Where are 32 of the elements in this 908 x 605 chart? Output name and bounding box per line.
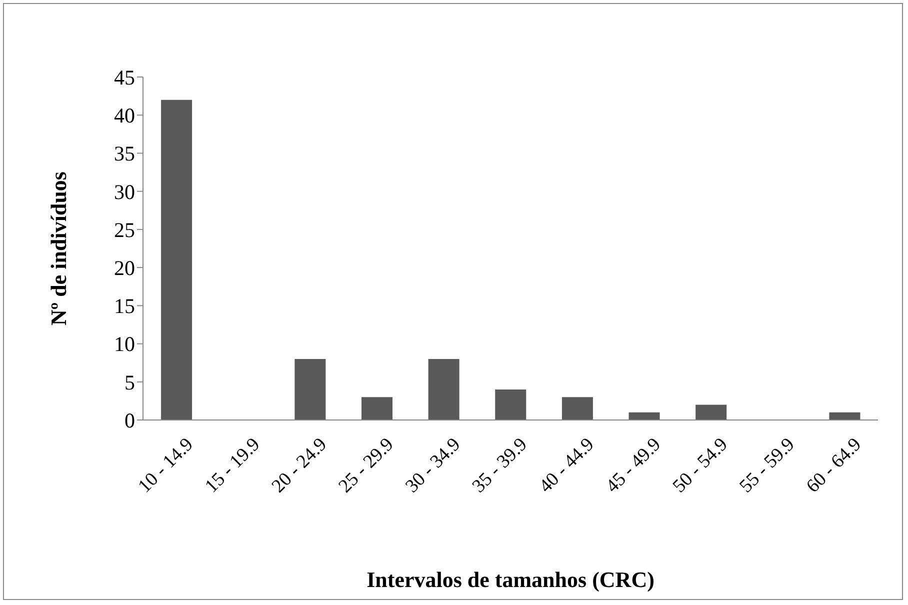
x-tick-label: 55 - 59.9 — [736, 434, 799, 498]
y-tick-label: 0 — [124, 408, 135, 432]
x-tick-label: 35 - 39.9 — [468, 434, 532, 498]
x-tick-label: 50 - 54.9 — [668, 434, 732, 498]
y-tick-label: 5 — [124, 370, 135, 394]
bar — [628, 412, 660, 420]
x-tick-label: 45 - 49.9 — [602, 434, 666, 498]
y-tick-label: 35 — [114, 142, 135, 166]
x-tick-label: 10 - 14.9 — [134, 434, 198, 498]
x-tick-label: 25 - 29.9 — [334, 434, 398, 498]
bar — [562, 397, 593, 420]
y-tick-label: 25 — [114, 218, 135, 242]
bar — [161, 100, 192, 420]
x-tick-label: 15 - 19.9 — [201, 434, 264, 498]
x-tick-label: 40 - 44.9 — [535, 434, 598, 498]
bar — [361, 397, 392, 420]
x-tick-label: 20 - 24.9 — [268, 434, 331, 498]
bar — [294, 359, 326, 420]
bar — [495, 390, 526, 420]
y-tick-label: 30 — [114, 180, 135, 204]
x-tick-label: 60 - 64.9 — [802, 434, 866, 498]
bar — [829, 412, 860, 420]
y-tick-label: 45 — [114, 65, 135, 90]
x-tick-label: 30 - 34.9 — [402, 434, 465, 498]
bar — [696, 404, 727, 420]
y-axis-title: Nº de indivíduos — [46, 171, 71, 326]
y-tick-label: 40 — [114, 104, 135, 128]
y-tick-label: 15 — [114, 294, 135, 318]
x-axis-title: Intervalos de tamanhos (CRC) — [366, 567, 654, 592]
y-tick-label: 20 — [114, 256, 135, 280]
y-tick-label: 10 — [114, 332, 135, 356]
bar — [428, 359, 460, 420]
